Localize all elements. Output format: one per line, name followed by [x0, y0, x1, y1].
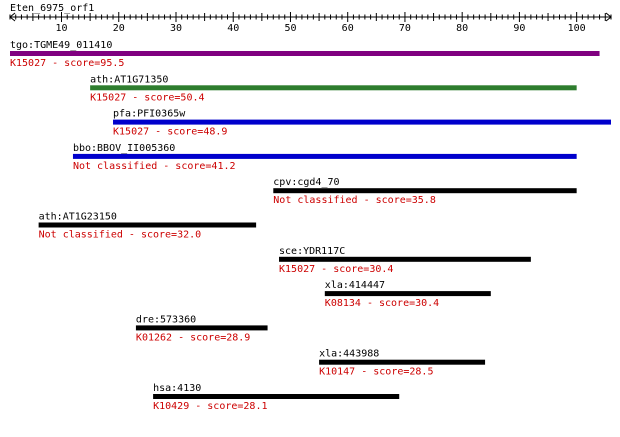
hit-list: tgo:TGME49_011410 K15027 - score=95.5 ath:…	[10, 40, 612, 412]
hit-alignment-bar[interactable]	[319, 359, 486, 365]
hit-alignment-bar[interactable]	[10, 51, 600, 56]
ruler-tick-label: 100	[568, 23, 586, 34]
hit-row: ath:AT1G23150 Not classified - score=32.0	[38, 212, 257, 241]
hit-annotation: K15027 - score=50.4	[90, 92, 204, 103]
ruler-tick-label: 80	[456, 23, 468, 34]
ruler-tick-label: 10	[55, 23, 67, 34]
hit-name-link[interactable]: pfa:PFI0365w	[113, 109, 186, 120]
hit-annotation: K01262 - score=28.9	[136, 332, 250, 343]
hit-alignment-bar[interactable]	[72, 153, 577, 159]
hit-row: xla:414447 K08134 - score=30.4	[324, 280, 491, 309]
hit-row: cpv:cgd4_70 Not classified - score=35.8	[273, 177, 577, 206]
query-name: Eten_6975_orf1	[10, 3, 94, 14]
hit-name-link[interactable]: sce:YDR117C	[279, 246, 345, 257]
hit-row: hsa:4130 K10429 - score=28.1	[153, 383, 400, 412]
ruler-tick-label: 50	[284, 23, 296, 34]
hit-name-link[interactable]: xla:443988	[319, 349, 379, 360]
hit-alignment-bar[interactable]	[135, 325, 268, 331]
hit-name-link[interactable]: cpv:cgd4_70	[273, 177, 339, 188]
hit-alignment-bar[interactable]	[90, 85, 577, 91]
hit-annotation: Not classified - score=35.8	[273, 195, 436, 206]
hit-row: bbo:BBOV_II005360 Not classified - score=…	[72, 143, 577, 172]
ruler-tick-label: 70	[399, 23, 411, 34]
hit-annotation: Not classified - score=32.0	[39, 230, 202, 241]
hit-alignment-bar[interactable]	[113, 119, 612, 125]
hit-name-link[interactable]: dre:573360	[136, 314, 196, 325]
ruler-tick-label: 90	[513, 23, 525, 34]
hit-row: sce:YDR117C K15027 - score=30.4	[279, 246, 531, 275]
hit-annotation: K15027 - score=95.5	[10, 58, 124, 69]
ruler-tick-label: 30	[170, 23, 182, 34]
hit-row: dre:573360 K01262 - score=28.9	[135, 314, 268, 343]
ruler-tick-label: 40	[227, 23, 239, 34]
hit-row: ath:AT1G71350 K15027 - score=50.4	[90, 74, 577, 103]
hit-annotation: K15027 - score=48.9	[113, 127, 227, 138]
hit-row: pfa:PFI0365w K15027 - score=48.9	[113, 109, 612, 138]
hit-row: xla:443988 K10147 - score=28.5	[319, 349, 486, 378]
hit-alignment-bar[interactable]	[153, 394, 400, 399]
hit-alignment-bar[interactable]	[273, 188, 577, 194]
hit-annotation: K10429 - score=28.1	[153, 401, 267, 412]
hit-annotation: K10147 - score=28.5	[319, 367, 433, 378]
ruler-tick-label: 20	[113, 23, 125, 34]
hit-name-link[interactable]: bbo:BBOV_II005360	[73, 143, 175, 154]
hit-annotation: K15027 - score=30.4	[279, 264, 393, 275]
hit-row: tgo:TGME49_011410 K15027 - score=95.5	[10, 40, 600, 69]
hit-alignment-bar[interactable]	[38, 222, 257, 228]
hit-annotation: K08134 - score=30.4	[325, 298, 439, 309]
hit-name-link[interactable]: tgo:TGME49_011410	[10, 40, 112, 51]
hit-name-link[interactable]: ath:AT1G23150	[39, 212, 117, 223]
hit-name-link[interactable]: ath:AT1G71350	[90, 74, 168, 85]
hit-name-link[interactable]: hsa:4130	[153, 383, 201, 394]
hit-annotation: Not classified - score=41.2	[73, 161, 236, 172]
position-ruler: 10 20 30 40 50 60 70 80 90 100	[9, 12, 612, 34]
hit-name-link[interactable]: xla:414447	[325, 280, 385, 291]
ruler-tick-label: 60	[342, 23, 354, 34]
hit-alignment-bar[interactable]	[279, 256, 531, 262]
hit-alignment-bar[interactable]	[324, 291, 491, 297]
